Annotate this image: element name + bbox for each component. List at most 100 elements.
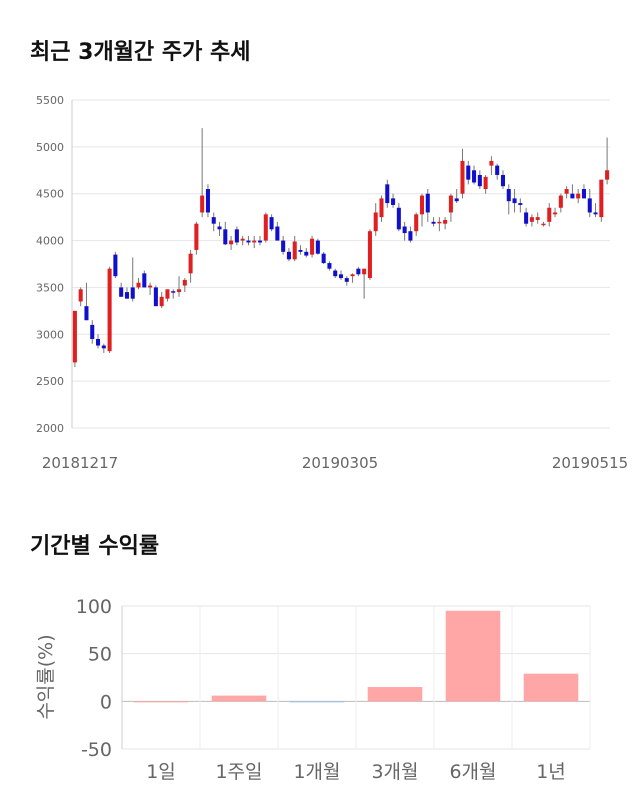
price-chart-title: 최근 3개월간 주가 추세 <box>30 40 251 65</box>
candle-body <box>321 253 326 264</box>
candle-body <box>419 195 425 215</box>
candle-body <box>148 285 153 288</box>
candle-body <box>379 198 384 218</box>
y-tick-label: 3000 <box>36 328 64 341</box>
x-tick-label: 1일 <box>146 761 176 783</box>
return-bar <box>211 695 267 702</box>
candle-body <box>472 170 477 183</box>
y-tick-label: 5000 <box>36 141 64 154</box>
candle-body <box>165 289 170 299</box>
candle-body <box>500 174 506 187</box>
candle-body <box>396 207 401 230</box>
candle-body <box>257 240 263 243</box>
candle-body <box>90 324 95 339</box>
candle-body <box>581 189 586 199</box>
candle-body <box>200 195 205 213</box>
y-tick-label: 3500 <box>36 281 64 294</box>
candle-body <box>119 287 124 297</box>
candle-body <box>564 189 569 194</box>
candle-body <box>286 251 291 260</box>
y-tick-label: 2500 <box>36 375 64 388</box>
return-bar <box>367 687 423 702</box>
returns-chart-title: 기간별 수익률 <box>30 534 160 559</box>
return-bar <box>133 701 189 703</box>
x-tick-label: 1년 <box>536 761 566 783</box>
candle-body <box>599 179 604 218</box>
candle-body <box>107 268 112 352</box>
candle-body <box>159 296 164 307</box>
candle-body <box>338 274 344 279</box>
candle-body <box>454 198 459 202</box>
candle-body <box>136 282 141 288</box>
candle-body <box>211 217 216 224</box>
candle-body <box>298 249 303 252</box>
candle-body <box>506 189 511 202</box>
candle-body <box>310 238 315 255</box>
candle-body <box>489 160 494 166</box>
x-tick-label: 6개월 <box>449 761 496 783</box>
candle-body <box>171 291 176 293</box>
candle-body <box>373 212 378 232</box>
y-tick-label: 2000 <box>36 422 64 435</box>
candle-body <box>113 254 118 277</box>
candle-body <box>414 214 419 232</box>
y-tick-label: -50 <box>81 739 112 761</box>
candle-body <box>217 226 222 230</box>
candle-body <box>72 310 77 363</box>
candle-body <box>362 268 367 275</box>
candle-body <box>275 226 280 241</box>
candle-body <box>524 212 529 224</box>
candle-body <box>124 292 129 299</box>
candle-body <box>587 198 592 213</box>
candle-body <box>367 231 372 279</box>
candle-body <box>182 279 187 286</box>
candle-body <box>246 240 251 243</box>
candle-body <box>443 219 448 224</box>
candle-body <box>229 240 234 245</box>
candle-body <box>252 240 257 243</box>
candle-body <box>535 217 540 220</box>
candle-body <box>327 263 332 269</box>
x-tick-label: 20190515 <box>552 454 628 472</box>
candle-body <box>460 160 465 194</box>
candle-body <box>431 221 436 224</box>
candle-body <box>408 231 413 241</box>
candle-body <box>558 195 563 208</box>
candle-body <box>402 226 407 234</box>
y-tick-label: 100 <box>76 596 112 618</box>
y-tick-label: 5500 <box>36 94 64 107</box>
candle-body <box>205 189 210 213</box>
candle-body <box>240 238 245 241</box>
x-tick-label: 20181217 <box>42 454 118 472</box>
candle-body <box>130 287 135 299</box>
candle-body <box>483 176 488 190</box>
candle-body <box>385 184 390 204</box>
candlestick-chart: 2000 2500 3000 3500 4000 4500 5000 5500 20181217… <box>36 94 628 472</box>
candle-body <box>495 165 500 175</box>
candle-body <box>176 289 182 293</box>
candle-body <box>512 198 517 204</box>
candle-body <box>466 165 471 180</box>
candle-body <box>78 289 83 302</box>
candle-body <box>96 338 101 346</box>
candle-body <box>356 268 361 275</box>
y-tick-label: 4000 <box>36 235 64 248</box>
candle-body <box>541 223 546 226</box>
candle-body <box>570 193 575 199</box>
candle-body <box>84 306 89 321</box>
candle-body <box>448 195 453 213</box>
candle-body <box>333 270 338 277</box>
candle-body <box>477 174 482 187</box>
return-bar <box>289 701 345 703</box>
candle-body <box>391 198 396 205</box>
candle-body <box>344 278 349 282</box>
candle-body <box>553 212 558 215</box>
candle-body <box>194 223 199 250</box>
candle-body <box>281 240 286 252</box>
candle-body <box>547 207 552 222</box>
y-tick-label: 4500 <box>36 188 64 201</box>
return-bar <box>523 673 579 702</box>
candle-body <box>153 287 158 307</box>
x-tick-label: 3개월 <box>371 761 418 783</box>
